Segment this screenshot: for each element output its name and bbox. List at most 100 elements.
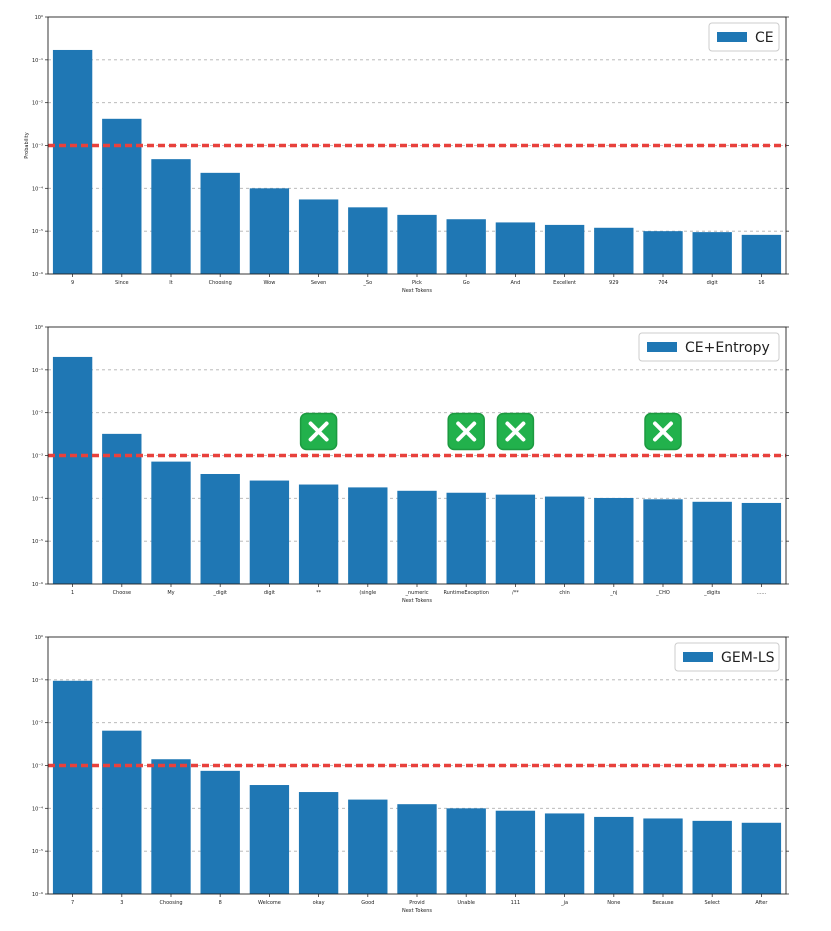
y-tick-label: 10⁻³ (32, 454, 43, 460)
bar (200, 473, 240, 584)
x-tick-label: 16 (758, 280, 764, 286)
bar (594, 497, 634, 584)
y-tick-label: 10⁻⁶ (32, 892, 43, 898)
legend-swatch (647, 342, 677, 352)
x-tick-label: Go (463, 280, 470, 286)
bar (348, 207, 388, 274)
bar (102, 433, 142, 584)
bar (397, 804, 437, 894)
x-tick-label: 704 (658, 280, 668, 286)
bar (249, 480, 290, 584)
x-tick-label: /** (512, 590, 519, 596)
legend-label: CE (755, 30, 774, 46)
x-axis-label: Next Tokens (402, 598, 432, 604)
rejected-marker-icon (644, 412, 682, 451)
x-tick-label: ...... (757, 590, 767, 596)
x-tick-label: Select (704, 900, 719, 906)
bar (102, 730, 142, 894)
bar (298, 792, 339, 894)
chart-panel-2: 10⁻⁶ 10⁻⁵ 10⁻⁴ 10⁻³ 10⁻² 10⁻¹ 10⁰ 1 Choose My _dig… (32, 325, 789, 604)
y-tick-label: 10⁰ (35, 325, 43, 331)
x-tick-label: Good (361, 900, 374, 906)
x-tick-label: Because (652, 900, 673, 906)
rejected-marker-icon (496, 412, 535, 451)
bar (495, 222, 536, 274)
x-tick-label: After (755, 900, 768, 906)
y-tick-label: 10⁻⁴ (32, 186, 43, 192)
bar (692, 501, 732, 584)
x-tick-label: (single (359, 590, 376, 596)
legend-label: GEM-LS (721, 650, 775, 666)
x-tick-label: Welcome (258, 900, 281, 906)
x-tick-label: My (167, 590, 174, 596)
bar (643, 818, 683, 894)
bar (298, 199, 339, 274)
legend-swatch (683, 652, 713, 662)
x-tick-label: 8 (219, 900, 222, 906)
x-tick-label: _digits (703, 590, 721, 596)
x-tick-label: 1 (71, 590, 74, 596)
x-tick-label: Provid (409, 900, 424, 906)
x-tick-label: 111 (511, 900, 521, 906)
x-tick-label: And (511, 280, 521, 286)
bar (249, 785, 290, 894)
x-tick-label: Seven (311, 280, 326, 286)
x-tick-label: 3 (120, 900, 123, 906)
x-tick-label: _numeric (405, 590, 429, 596)
rejected-marker-icon (447, 412, 485, 451)
y-tick-label: 10⁻¹ (32, 678, 43, 684)
cross-stroke (308, 421, 329, 442)
bar (102, 118, 142, 274)
bar (495, 810, 536, 894)
y-tick-label: 10⁻³ (32, 144, 43, 150)
x-tick-label: Since (115, 280, 129, 286)
bar (741, 502, 782, 584)
cross-stroke (505, 421, 526, 442)
y-tick-label: 10⁻⁵ (32, 849, 43, 855)
bar (741, 234, 782, 274)
rejected-marker-icon (299, 412, 338, 451)
x-tick-label: _So (362, 280, 372, 286)
legend: CE+Entropy (638, 332, 780, 362)
bar (151, 461, 191, 584)
y-axis-label: Probability (24, 132, 30, 158)
bar (52, 680, 93, 894)
axes-frame (47, 16, 787, 275)
y-tick-label: 10⁻³ (32, 764, 43, 770)
axes-frame (47, 636, 787, 895)
legend-swatch (717, 32, 747, 42)
bar (52, 356, 93, 584)
bar (544, 496, 585, 584)
x-axis-label: Next Tokens (402, 288, 432, 294)
x-tick-label: Unable (457, 900, 475, 906)
bar (52, 49, 93, 275)
x-tick-label: _nj (609, 590, 617, 596)
bar (249, 188, 290, 274)
bar (151, 759, 191, 894)
x-tick-label: None (607, 900, 620, 906)
legend: CE (708, 22, 780, 52)
bar (643, 499, 683, 584)
legend-box (674, 642, 780, 672)
x-tick-label: Pick (412, 280, 422, 286)
x-tick-label: _ja (560, 900, 568, 906)
x-tick-label: ** (316, 590, 322, 596)
y-tick-label: 10⁰ (35, 15, 43, 21)
y-tick-label: 10⁻⁶ (32, 272, 43, 278)
bar (495, 494, 536, 584)
chart-panel-3: 10⁻⁶ 10⁻⁵ 10⁻⁴ 10⁻³ 10⁻² 10⁻¹ 10⁰ 7 3 Choosing 8 We… (32, 635, 789, 914)
bar (200, 172, 240, 274)
axes-frame (47, 326, 787, 585)
x-tick-label: digit (707, 280, 718, 286)
x-tick-label: okay (313, 900, 325, 906)
chart-panel-1: 10⁻⁶ 10⁻⁵ 10⁻⁴ 10⁻³ 10⁻² 10⁻¹ 10⁰ 9 Since It Choos… (24, 15, 789, 294)
y-tick-label: 10⁻⁵ (32, 229, 43, 235)
y-tick-label: 10⁻² (32, 411, 43, 417)
y-tick-label: 10⁻⁵ (32, 539, 43, 545)
x-tick-label: Choosing (159, 900, 182, 906)
y-tick-label: 10⁰ (35, 635, 43, 641)
bar (544, 813, 585, 894)
y-tick-label: 10⁻¹ (32, 58, 43, 64)
